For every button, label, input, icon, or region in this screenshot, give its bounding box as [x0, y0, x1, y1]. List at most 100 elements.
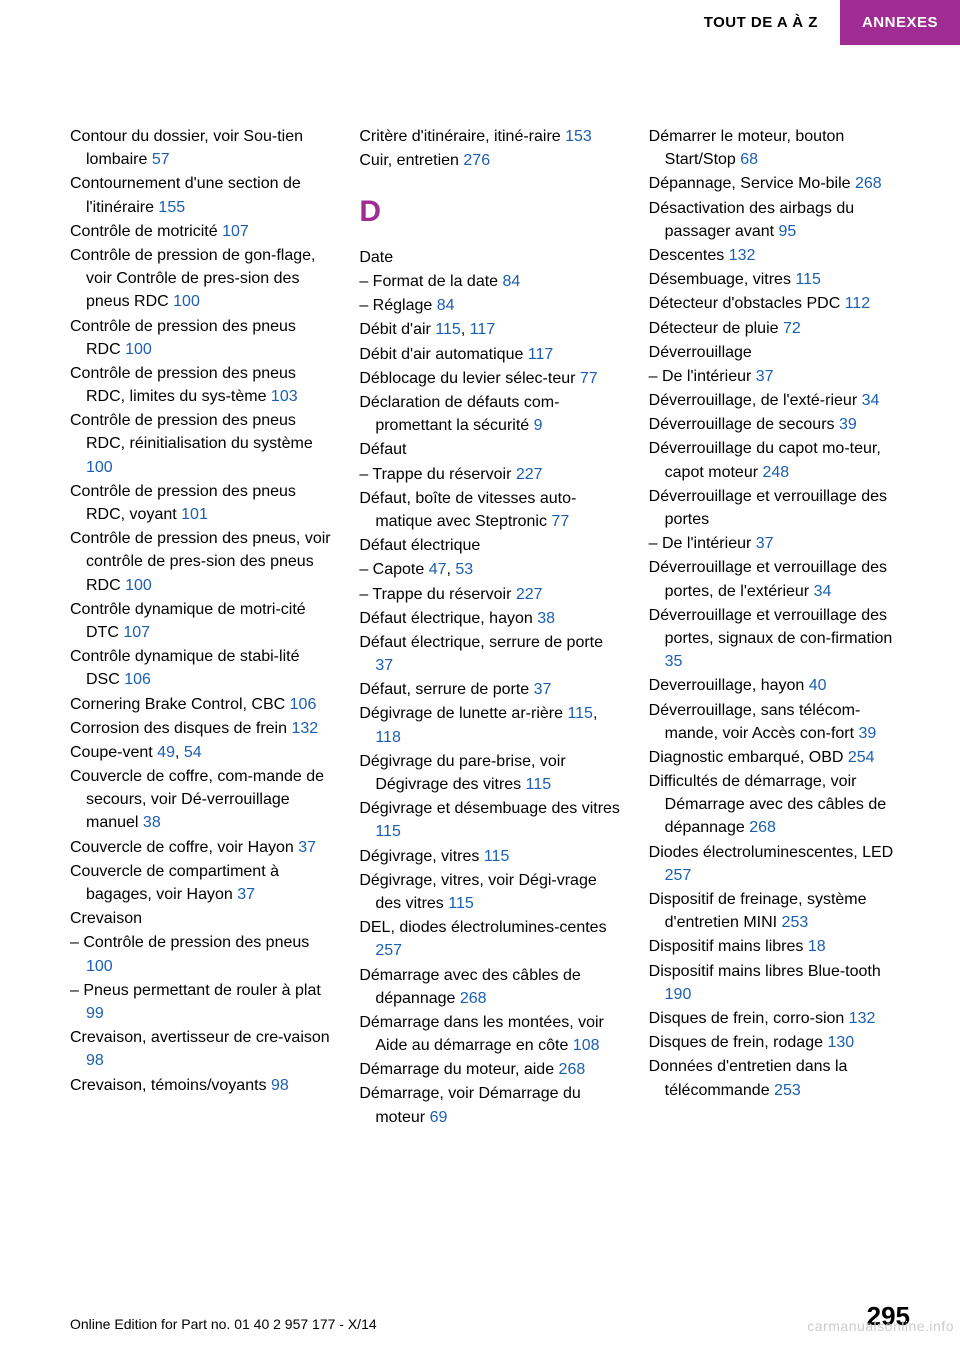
- index-text: Cornering Brake Control, CBC: [70, 696, 290, 713]
- page-ref[interactable]: 103: [271, 388, 298, 405]
- page-ref[interactable]: 18: [808, 938, 826, 955]
- page-ref[interactable]: 100: [125, 341, 152, 358]
- page-ref[interactable]: 84: [503, 273, 521, 290]
- page-ref[interactable]: 106: [124, 671, 151, 688]
- page-ref-separator: ,: [593, 705, 597, 722]
- page-ref[interactable]: 37: [756, 368, 774, 385]
- page-ref[interactable]: 115: [484, 848, 510, 865]
- page-ref[interactable]: 100: [86, 958, 113, 975]
- page-ref[interactable]: 155: [158, 199, 185, 216]
- page-ref[interactable]: 69: [430, 1109, 448, 1126]
- page-ref[interactable]: 35: [665, 653, 683, 670]
- index-entry: Disques de frein, corro‐sion 132: [649, 1007, 910, 1030]
- page-ref[interactable]: 115: [435, 321, 461, 338]
- page-ref[interactable]: 37: [298, 839, 316, 856]
- page-ref[interactable]: 49: [157, 744, 175, 761]
- index-text: Cuir, entretien: [359, 152, 463, 169]
- index-entry: Défaut, boîte de vitesses auto‐matique a…: [359, 487, 620, 533]
- page-ref[interactable]: 37: [237, 886, 255, 903]
- page-ref[interactable]: 112: [845, 295, 871, 312]
- page-ref[interactable]: 115: [448, 895, 474, 912]
- page-ref[interactable]: 100: [86, 459, 113, 476]
- page-ref[interactable]: 227: [516, 466, 543, 483]
- page-ref[interactable]: 253: [782, 914, 809, 931]
- page-ref[interactable]: 117: [528, 346, 554, 363]
- index-entry: Déverrouillage et verrouillage des porte…: [649, 604, 910, 674]
- page-ref[interactable]: 132: [291, 720, 318, 737]
- page-ref[interactable]: 257: [665, 867, 692, 884]
- page-ref[interactable]: 118: [375, 729, 401, 746]
- index-entry: Démarrage du moteur, aide 268: [359, 1058, 620, 1081]
- index-text: – Pneus permettant de rouler à plat: [70, 982, 321, 999]
- page-ref[interactable]: 268: [855, 175, 882, 192]
- page-ref[interactable]: 38: [537, 610, 555, 627]
- page-ref[interactable]: 95: [779, 223, 797, 240]
- page-ref[interactable]: 115: [375, 823, 401, 840]
- page-ref[interactable]: 130: [827, 1034, 854, 1051]
- index-entry: Déblocage du levier sélec‐teur 77: [359, 367, 620, 390]
- page-ref[interactable]: 37: [756, 535, 774, 552]
- index-text: – Trappe du réservoir: [359, 586, 516, 603]
- page-ref[interactable]: 268: [460, 990, 487, 1007]
- page-ref[interactable]: 98: [271, 1077, 289, 1094]
- index-entry: – De l'intérieur 37: [649, 532, 910, 555]
- page-ref[interactable]: 54: [184, 744, 202, 761]
- page-ref[interactable]: 9: [534, 417, 543, 434]
- page-ref[interactable]: 72: [783, 320, 801, 337]
- page-ref[interactable]: 107: [222, 223, 249, 240]
- page-ref[interactable]: 84: [437, 297, 455, 314]
- index-entry: Défaut électrique: [359, 534, 620, 557]
- index-text: Contrôle de motricité: [70, 223, 222, 240]
- index-entry: Déclaration de défauts com‐promettant la…: [359, 391, 620, 437]
- index-text: Disques de frein, rodage: [649, 1034, 828, 1051]
- page-ref[interactable]: 106: [290, 696, 317, 713]
- index-entry: Défaut électrique, serrure de porte 37: [359, 631, 620, 677]
- page-ref[interactable]: 47: [429, 561, 447, 578]
- page-ref[interactable]: 227: [516, 586, 543, 603]
- index-entry: Contrôle dynamique de motri‐cité DTC 107: [70, 598, 331, 644]
- page-ref[interactable]: 37: [375, 657, 393, 674]
- page-ref[interactable]: 100: [173, 293, 200, 310]
- page-ref[interactable]: 37: [534, 681, 552, 698]
- page-ref[interactable]: 115: [526, 776, 552, 793]
- page-ref[interactable]: 268: [559, 1061, 586, 1078]
- index-text: Contrôle de pression des pneus, voir con…: [70, 530, 331, 593]
- page-ref[interactable]: 57: [152, 151, 170, 168]
- page-ref[interactable]: 115: [567, 705, 593, 722]
- page-ref[interactable]: 34: [862, 392, 880, 409]
- page-ref[interactable]: 115: [795, 271, 821, 288]
- page-ref[interactable]: 117: [470, 321, 496, 338]
- index-text: Crevaison, témoins/voyants: [70, 1077, 271, 1094]
- page-ref[interactable]: 132: [849, 1010, 876, 1027]
- page-ref[interactable]: 99: [86, 1005, 104, 1022]
- page-ref[interactable]: 248: [762, 464, 789, 481]
- page-ref[interactable]: 132: [729, 247, 756, 264]
- page-ref[interactable]: 276: [463, 152, 490, 169]
- page-ref[interactable]: 153: [565, 128, 592, 145]
- page-ref[interactable]: 100: [125, 577, 152, 594]
- page-ref[interactable]: 254: [848, 749, 875, 766]
- page-ref[interactable]: 268: [749, 819, 776, 836]
- page-ref[interactable]: 53: [455, 561, 473, 578]
- page-ref[interactable]: 40: [809, 677, 827, 694]
- page-ref[interactable]: 253: [774, 1082, 801, 1099]
- page-ref[interactable]: 107: [123, 624, 150, 641]
- page-ref[interactable]: 101: [181, 506, 208, 523]
- page-ref[interactable]: 77: [551, 513, 569, 530]
- page-ref[interactable]: 98: [86, 1052, 104, 1069]
- page-ref[interactable]: 39: [839, 416, 857, 433]
- page-ref[interactable]: 257: [375, 942, 402, 959]
- page-ref[interactable]: 68: [740, 151, 758, 168]
- index-entry: Contour du dossier, voir Sou‐tien lombai…: [70, 125, 331, 171]
- index-text: Débit d'air: [359, 321, 435, 338]
- index-entry: Deverrouillage, hayon 40: [649, 674, 910, 697]
- index-text: Dépannage, Service Mo‐bile: [649, 175, 855, 192]
- page-ref[interactable]: 38: [143, 814, 161, 831]
- page-ref[interactable]: 108: [573, 1037, 600, 1054]
- page-ref[interactable]: 190: [665, 986, 692, 1003]
- page-ref[interactable]: 39: [859, 725, 877, 742]
- page-ref[interactable]: 34: [814, 583, 832, 600]
- page-ref[interactable]: 77: [580, 370, 598, 387]
- index-entry: Couvercle de compartiment à bagages, voi…: [70, 860, 331, 906]
- index-entry: Défaut électrique, hayon 38: [359, 607, 620, 630]
